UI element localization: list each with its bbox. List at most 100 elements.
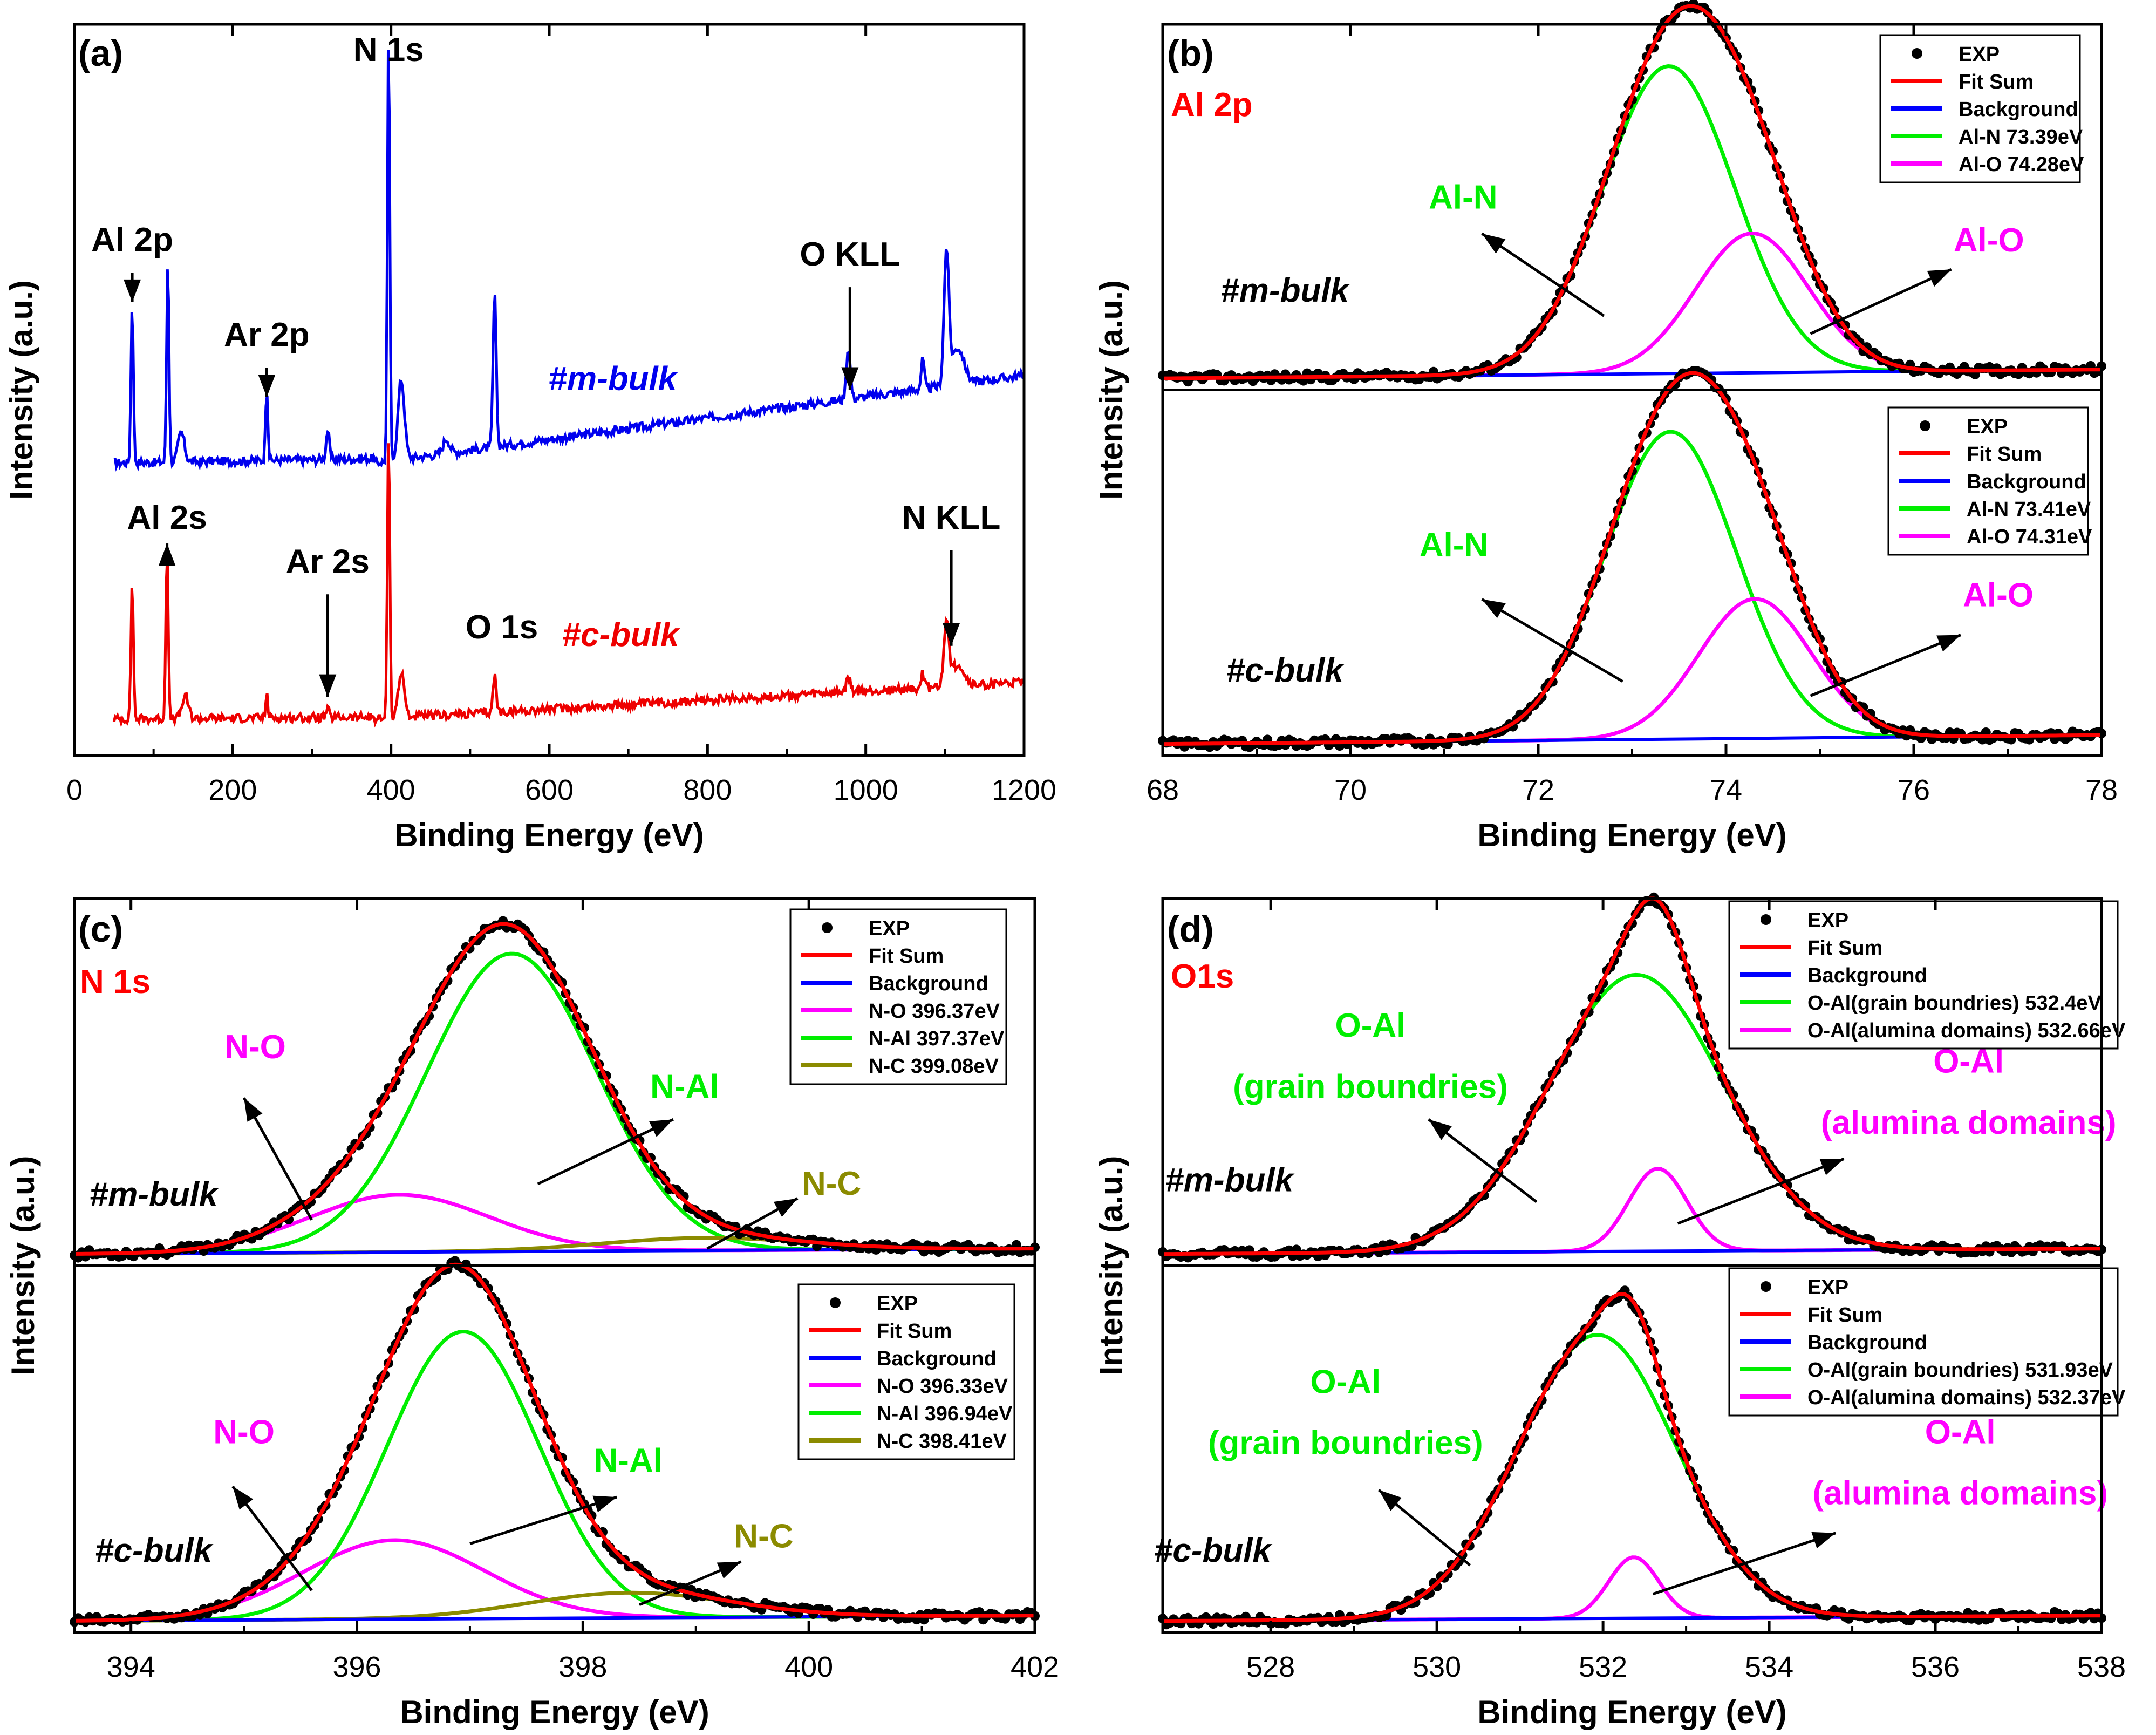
x-tick-label: 534 (1745, 1651, 1793, 1683)
x-tick-label: 74 (1710, 774, 1742, 806)
plot-frame (73, 897, 1036, 1634)
x-tick-label: 76 (1898, 774, 1930, 806)
panel-label: (a) (78, 33, 123, 74)
legend-entry-background: Background (1959, 98, 2078, 121)
legend-marker-exp (1761, 1281, 1771, 1292)
annotation-arrow-head (1936, 635, 1961, 652)
peak-label-n-1s: N 1s (353, 31, 424, 69)
x-tick-label: 1200 (992, 774, 1056, 806)
legend-entry-fit-sum: Fit Sum (877, 1320, 952, 1343)
legend-entry-o-al-grain-boundries-532-4ev: O-Al(grain boundries) 532.4eV (1807, 992, 2102, 1015)
annotation-arrow (242, 1097, 313, 1221)
annotation-arrow (1810, 634, 1961, 697)
x-tick-label: 394 (107, 1651, 155, 1683)
x-tick-label: 402 (1011, 1651, 1059, 1683)
component-curve-o-al-alumina-domains-532-37ev (1162, 1555, 2102, 1623)
legend-entry-exp: EXP (1967, 416, 2008, 438)
panel-d: O-Al (grain boundries) O-Al(alumina domain… (1093, 892, 2126, 1730)
peak-arrow-al-2s-head (158, 543, 176, 567)
component-label-grain-boundries: (grain boundries) (1208, 1424, 1483, 1461)
x-tick-label: 72 (1522, 774, 1554, 806)
legend-box (1728, 900, 2119, 1050)
series-line-m-bulk (113, 49, 1025, 472)
legend-entry-fit-sum: Fit Sum (1959, 71, 2034, 93)
x-tick-label: 0 (66, 774, 83, 806)
x-tick-label: 532 (1579, 1651, 1627, 1683)
series-label-c-bulk: #c-bulk (562, 616, 681, 654)
x-tick-label: 536 (1911, 1651, 1960, 1683)
legend-box (797, 1283, 1015, 1460)
legend-marker-exp (1761, 914, 1771, 925)
series-line-c-bulk (112, 443, 1025, 728)
peak-label-al-2p: Al 2p (91, 221, 173, 258)
annotation-arrow (1481, 232, 1605, 317)
y-axis-label: Intensity (a.u.) (5, 1156, 41, 1376)
peak-label-n-kll: N KLL (902, 499, 1001, 536)
subplot-m-bulk: N-O N-Al N-C #m-bulk EXP Fit Sum Background N-O… (70, 908, 1040, 1263)
legend-box (789, 908, 1007, 1085)
fit-sum-curve (1162, 4, 2102, 380)
component-label-n-o: N-O (213, 1413, 275, 1451)
x-tick-label: 538 (2077, 1651, 2126, 1683)
component-label-al-n: Al-N (1420, 527, 1488, 564)
legend-entry-n-al-396-94ev: N-Al 396.94eV (877, 1403, 1013, 1425)
peak-label-al-2s: Al 2s (127, 499, 207, 536)
legend-entry-fit-sum: Fit Sum (1807, 1304, 1882, 1326)
component-label-n-c: N-C (802, 1165, 861, 1202)
annotation-arrow-head (233, 1486, 254, 1510)
x-axis-label: Binding Energy (eV) (1477, 1694, 1786, 1730)
x-axis-label: Binding Energy (eV) (1477, 817, 1786, 853)
component-label-o-al: O-Al (1310, 1363, 1381, 1400)
component-label-n-al: N-Al (650, 1068, 719, 1105)
panel-a: 0 200 400 600 800 1000 1200 Binding Energy (eV)… (3, 23, 1056, 853)
legend-entry-n-c-398-41ev: N-C 398.41eV (877, 1430, 1007, 1453)
legend-entry-background: Background (1807, 964, 1927, 987)
subplot-c-bulk: O-Al(grain boundries) O-Al(alumina domain… (1154, 1267, 2126, 1630)
peak-arrow-o-kll-head (841, 367, 859, 390)
peak-arrow-n-kll-head (943, 623, 960, 646)
annotation-arrow-head (1482, 233, 1506, 254)
legend-entry-fit-sum: Fit Sum (1967, 443, 2042, 466)
sample-label: #m-bulk (1165, 1161, 1295, 1199)
panel-b: Al-N Al-O #m-bulk EXP Fit Sum Background Al-N … (1093, 0, 2118, 853)
legend-entry-background: Background (869, 972, 988, 995)
annotation-arrow-head (1811, 1532, 1836, 1549)
x-tick-label: 70 (1334, 774, 1367, 806)
legend-entry-o-al-grain-boundries-531-93ev: O-Al(grain boundries) 531.93eV (1807, 1359, 2113, 1382)
annotation-arrow-head (1819, 1159, 1844, 1175)
fit-sum-curve (1162, 896, 2102, 1256)
annotation-arrow (1810, 268, 1952, 335)
x-tick-label: 800 (683, 774, 732, 806)
x-tick-label: 68 (1147, 774, 1179, 806)
x-tick-label: 396 (332, 1651, 381, 1683)
sample-label: #c-bulk (1154, 1532, 1273, 1569)
legend-entry-fit-sum: Fit Sum (869, 945, 944, 968)
legend: EXP Fit Sum Background O-Al(grain boundries… (1728, 900, 2126, 1050)
peak-arrow-al-2p-head (124, 279, 141, 302)
peak-label-ar-2p: Ar 2p (224, 316, 309, 353)
panel-title: N 1s (80, 963, 151, 1001)
legend-entry-background: Background (877, 1348, 997, 1370)
annotation-arrow-head (1379, 1489, 1402, 1511)
legend-entry-exp: EXP (877, 1292, 918, 1315)
legend-entry-background: Background (1807, 1331, 1927, 1354)
legend: EXP Fit Sum Background Al-N 73.39eV Al-O 74.… (1879, 34, 2084, 183)
legend: EXP Fit Sum Background Al-N 73.41eV Al-O 74.… (1887, 406, 2092, 556)
annotation-arrow (469, 1495, 617, 1546)
legend: EXP Fit Sum Background O-Al(grain boundries… (1728, 1267, 2126, 1417)
legend-entry-background: Background (1967, 471, 2086, 493)
annotation-arrow (537, 1118, 674, 1186)
subplot-c-bulk: Al-N Al-O #c-bulk EXP Fit Sum Background Al-N … (1158, 366, 2106, 752)
sample-label: #m-bulk (90, 1176, 220, 1213)
legend-entry-al-o-74-28ev: Al-O 74.28eV (1959, 153, 2084, 176)
legend-entry-n-o-396-37ev: N-O 396.37eV (869, 1000, 1000, 1023)
legend: EXP Fit Sum Background N-O 396.33eV N-Al 396… (797, 1283, 1015, 1460)
legend-entry-al-n-73-39ev: Al-N 73.39eV (1959, 126, 2083, 148)
annotation-arrow (1481, 598, 1623, 683)
legend-entry-al-o-74-31ev: Al-O 74.31eV (1967, 526, 2092, 548)
fit-sum-curve (74, 922, 1035, 1256)
legend-entry-o-al-alumina-domains-532-66ev: O-Al(alumina domains) 532.66eV (1807, 1019, 2126, 1042)
annotation-arrow (1677, 1158, 1845, 1225)
peak-label-ar-2s: Ar 2s (286, 543, 370, 580)
